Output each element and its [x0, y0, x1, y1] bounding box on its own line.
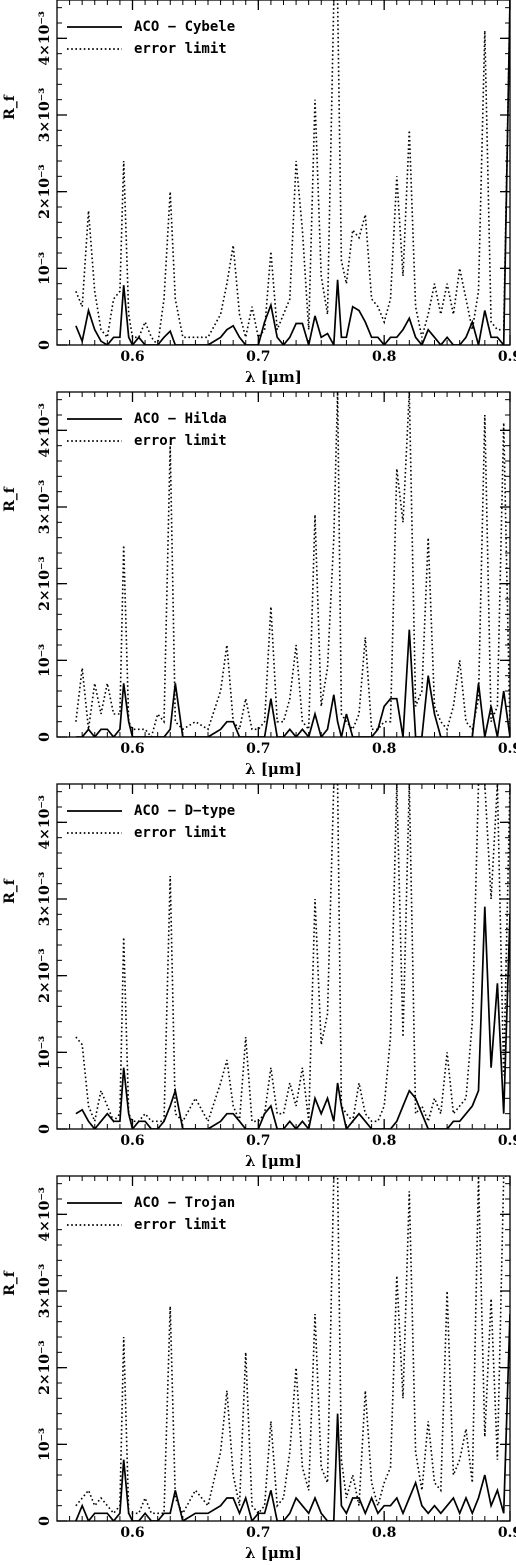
- error-limit-line: [75, 0, 510, 345]
- x-axis-title: λ [μm]: [245, 368, 302, 386]
- aco-line: [75, 1313, 510, 1521]
- x-tick-label: 0.6: [120, 741, 144, 757]
- y-tick-label: 0: [37, 1124, 53, 1134]
- chart-panel-3: 0.6 0.7 0.8 0.9 0 10⁻³ 2×10⁻³ 3×10⁻³ 4×10⁻³ R_f λ …: [2, 783, 516, 1170]
- x-axis-title: λ [μm]: [245, 1152, 302, 1170]
- y-tick-label: 4×10⁻³: [37, 1187, 53, 1241]
- x-tick-label: 0.7: [246, 1525, 270, 1541]
- x-tick-label: 0.7: [246, 741, 270, 757]
- y-tick-label: 10⁻³: [37, 1036, 53, 1069]
- legend-label-1: ACO − Cybele: [134, 19, 235, 35]
- chart-panel-4: 0.6 0.7 0.8 0.9 0 10⁻³ 2×10⁻³ 3×10⁻³ 4×10⁻³ R_f λ …: [2, 1175, 516, 1562]
- y-tick-label: 2×10⁻³: [37, 1340, 53, 1394]
- y-axis-title: R_f: [2, 486, 18, 512]
- y-tick-label: 0: [37, 340, 53, 350]
- y-tick-label: 3×10⁻³: [37, 1264, 53, 1318]
- series-group: [75, 784, 510, 1129]
- aco-line: [75, 906, 510, 1129]
- x-tick-label: 0.9: [498, 1133, 516, 1149]
- x-tick-label: 0.9: [498, 349, 516, 365]
- aco-line: [75, 0, 510, 345]
- error-limit-line: [75, 784, 510, 1125]
- x-tick-label: 0.8: [372, 1133, 396, 1149]
- series-group: [75, 0, 510, 345]
- y-tick-label: 2×10⁻³: [37, 164, 53, 218]
- chart-panel-2: 0.6 0.7 0.8 0.9 0 10⁻³ 2×10⁻³ 3×10⁻³ 4×10⁻³ R_f λ …: [2, 391, 516, 778]
- y-axis-title: R_f: [2, 878, 18, 904]
- x-axis-title: λ [μm]: [245, 1544, 302, 1562]
- y-tick-label: 2×10⁻³: [37, 948, 53, 1002]
- legend-label-2: error limit: [134, 41, 227, 57]
- x-tick-label: 0.8: [372, 741, 396, 757]
- x-tick-label: 0.9: [498, 1525, 516, 1541]
- legend-label-1: ACO − Hilda: [134, 411, 227, 427]
- y-axis-title: R_f: [2, 1270, 18, 1296]
- y-tick-label: 4×10⁻³: [37, 11, 53, 65]
- series-group: [75, 392, 510, 737]
- y-tick-label: 10⁻³: [37, 252, 53, 285]
- x-tick-label: 0.9: [498, 741, 516, 757]
- legend-label-1: ACO − Trojan: [134, 1195, 235, 1211]
- y-axis-title: R_f: [2, 94, 18, 120]
- y-tick-label: 4×10⁻³: [37, 795, 53, 849]
- legend-label-2: error limit: [134, 825, 227, 841]
- x-tick-label: 0.6: [120, 1133, 144, 1149]
- y-tick-label: 3×10⁻³: [37, 88, 53, 142]
- chart-panel-1: 0.6 0.7 0.8 0.9 0 10⁻³ 2×10⁻³ 3×10⁻³ 4×10⁻³ R_f λ …: [2, 0, 516, 386]
- error-limit-line: [75, 1176, 510, 1516]
- aco-line: [75, 629, 510, 737]
- x-axis-title: λ [μm]: [245, 760, 302, 778]
- x-tick-label: 0.8: [372, 349, 396, 365]
- y-tick-label: 3×10⁻³: [37, 872, 53, 926]
- x-tick-label: 0.6: [120, 1525, 144, 1541]
- y-tick-label: 0: [37, 1516, 53, 1526]
- x-tick-label: 0.7: [246, 349, 270, 365]
- y-tick-label: 4×10⁻³: [37, 403, 53, 457]
- x-tick-label: 0.7: [246, 1133, 270, 1149]
- legend-label-2: error limit: [134, 433, 227, 449]
- legend-label-1: ACO − D−type: [134, 803, 235, 819]
- x-tick-label: 0.6: [120, 349, 144, 365]
- y-tick-label: 10⁻³: [37, 1428, 53, 1461]
- y-tick-label: 0: [37, 732, 53, 742]
- legend-label-2: error limit: [134, 1217, 227, 1233]
- y-tick-label: 2×10⁻³: [37, 556, 53, 610]
- y-tick-label: 3×10⁻³: [37, 480, 53, 534]
- x-tick-label: 0.8: [372, 1525, 396, 1541]
- series-group: [75, 1176, 510, 1521]
- y-tick-label: 10⁻³: [37, 644, 53, 677]
